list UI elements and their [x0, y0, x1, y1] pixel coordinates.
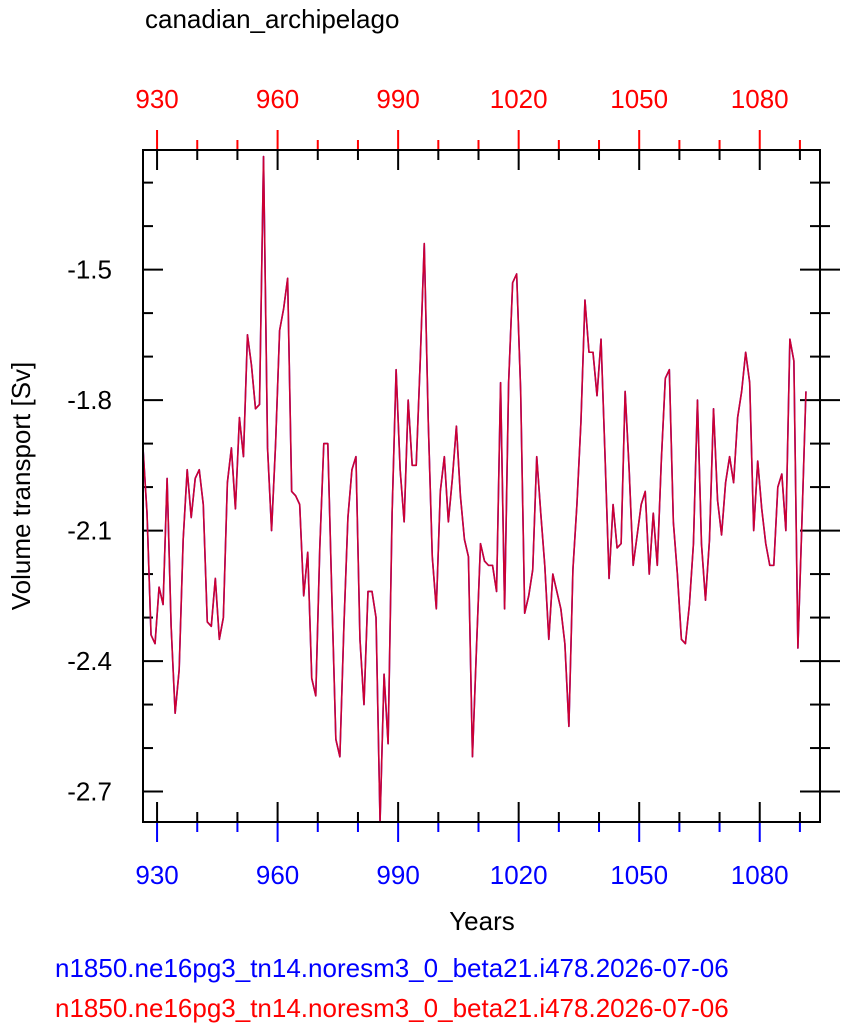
x-tick-label: 930	[135, 860, 178, 890]
legend-entry-red: n1850.ne16pg3_tn14.noresm3_0_beta21.i478…	[55, 993, 729, 1023]
tick-labels: 930 930 960 960 990 990 1020 1020 1050 1050 1080 10…	[67, 84, 788, 890]
tick-marks	[143, 130, 840, 842]
x-tick-label: 1050	[610, 860, 668, 890]
x-tick-label-top: 990	[376, 84, 419, 114]
y-tick-label: -1.8	[67, 385, 112, 415]
x-tick-label: 960	[256, 860, 299, 890]
x-tick-label: 1080	[731, 860, 789, 890]
x-tick-label: 1020	[490, 860, 548, 890]
x-tick-label-top: 1020	[490, 84, 548, 114]
legend-entry-blue: n1850.ne16pg3_tn14.noresm3_0_beta21.i478…	[55, 953, 729, 983]
x-tick-label-top: 1050	[610, 84, 668, 114]
x-tick-label: 990	[376, 860, 419, 890]
chart-title: canadian_archipelago	[145, 4, 400, 34]
y-tick-label: -1.5	[67, 255, 112, 285]
plot-frame	[142, 149, 821, 823]
y-tick-label: -2.7	[67, 777, 112, 807]
x-axis-label: Years	[449, 906, 515, 936]
series-lines	[142, 155, 807, 823]
y-tick-label: -2.4	[67, 646, 112, 676]
x-tick-label-top: 930	[135, 84, 178, 114]
y-axis-label: Volume transport [Sv]	[6, 362, 36, 611]
x-tick-label-top: 1080	[731, 84, 789, 114]
y-tick-label: -2.1	[67, 516, 112, 546]
series-line-red	[142, 155, 807, 823]
x-tick-label-top: 960	[256, 84, 299, 114]
